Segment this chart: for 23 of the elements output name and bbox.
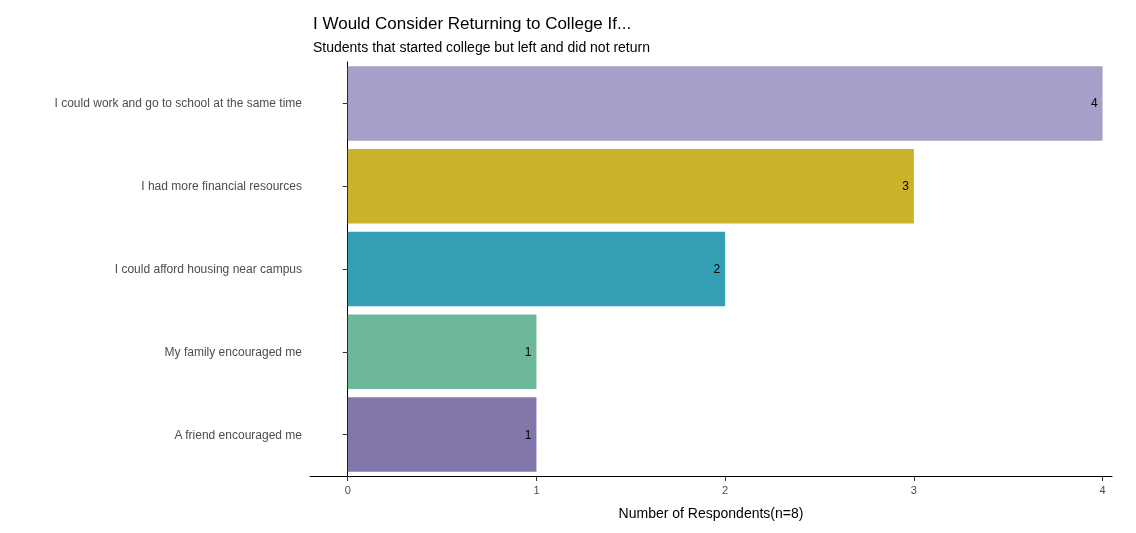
bar <box>347 231 726 307</box>
data-label: 2 <box>713 262 721 276</box>
y-tick-label: I could work and go to school at the same time <box>54 96 303 111</box>
y-tick-label: I had more financial resources <box>141 179 302 194</box>
x-tick-label: 0 <box>344 483 351 496</box>
y-tick-label: My family encouraged me <box>164 344 303 359</box>
x-tick-label: 1 <box>533 483 540 496</box>
bar <box>347 397 537 472</box>
data-label: 1 <box>524 427 532 442</box>
data-label: 1 <box>524 344 532 359</box>
y-tick-label: A friend encouraged me <box>174 427 303 442</box>
data-label: 3 <box>902 179 910 194</box>
chart-title: I Would Consider Returning to College If... <box>313 14 632 33</box>
x-tick-label: 3 <box>910 483 917 496</box>
chart-subtitle: Students that started college but left and did not return <box>313 39 650 55</box>
x-tick-label: 2 <box>722 483 729 496</box>
bar <box>347 314 537 390</box>
bar <box>347 66 1103 141</box>
bar <box>347 148 914 224</box>
x-tick-label: 4 <box>1099 483 1106 496</box>
data-label: 4 <box>1090 96 1098 111</box>
x-axis-title: Number of Respondents(n=8) <box>618 505 804 521</box>
y-tick-label: I could afford housing near campus <box>114 262 302 276</box>
